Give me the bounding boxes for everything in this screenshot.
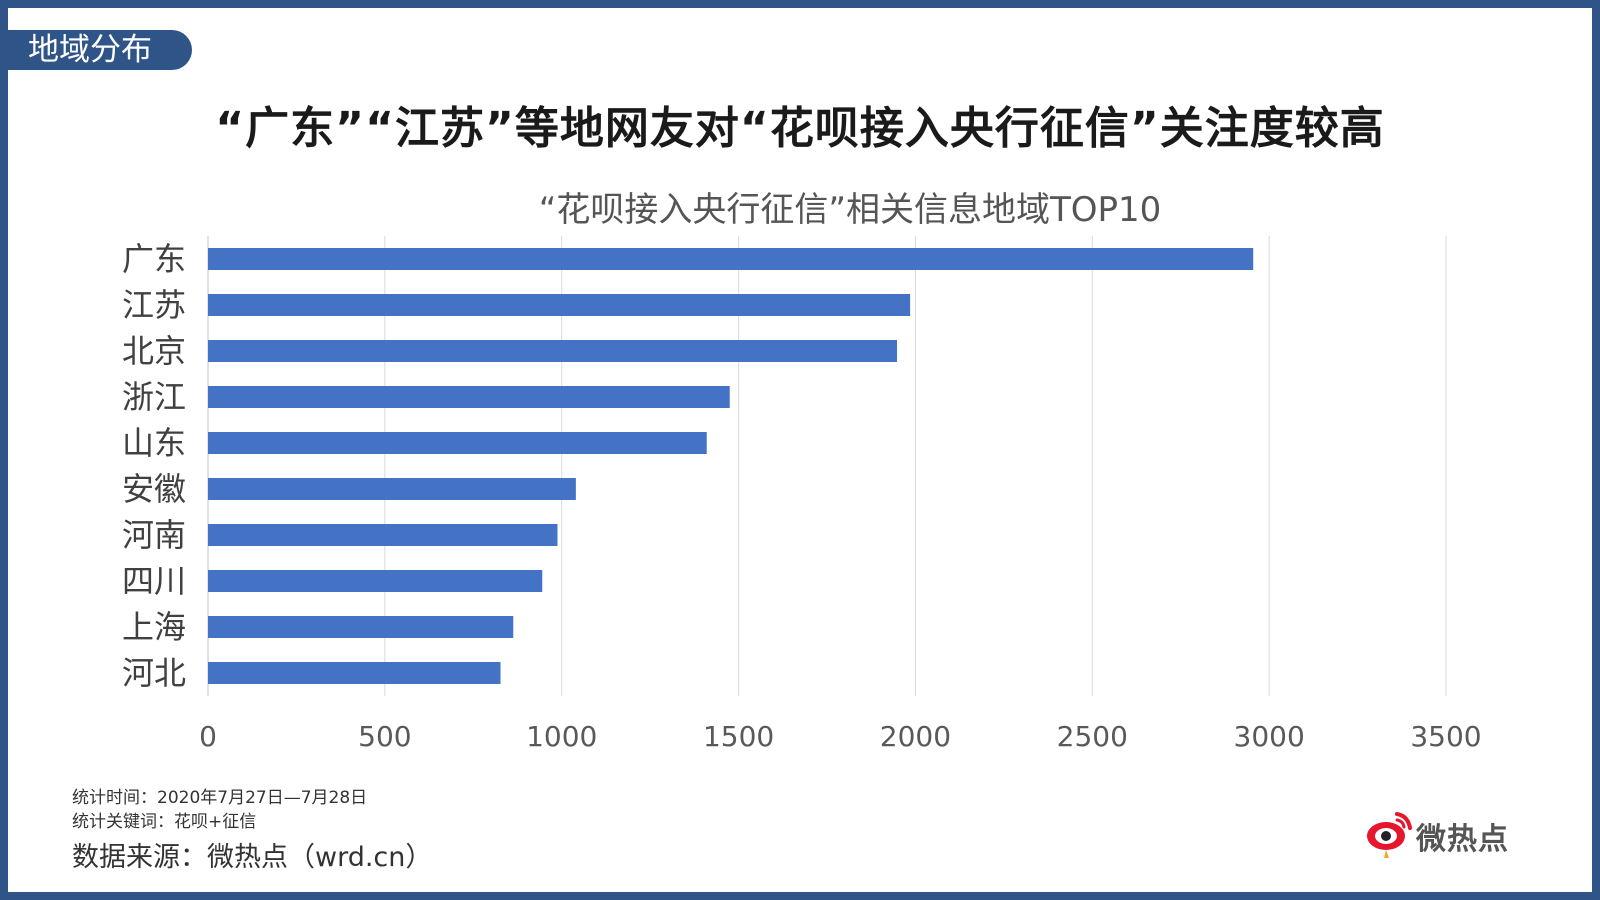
x-tick-label: 500 xyxy=(358,720,411,753)
weirediandian-logo: 微热点 xyxy=(1364,808,1524,860)
bar xyxy=(208,662,501,684)
footer: 统计时间：2020年7月27日—7月28日 统计关键词：花呗+征信 数据来源：微… xyxy=(72,786,432,878)
category-label: 山东 xyxy=(122,424,186,462)
x-tick-label: 1500 xyxy=(703,720,774,753)
bar xyxy=(208,616,514,638)
category-label: 北京 xyxy=(122,332,186,370)
x-tick-label: 0 xyxy=(199,720,217,753)
category-label: 上海 xyxy=(122,608,186,646)
category-label: 浙江 xyxy=(122,378,186,416)
bar xyxy=(208,478,576,500)
category-label: 河北 xyxy=(122,654,186,692)
section-tag: 地域分布 xyxy=(8,30,192,70)
bar-chart: “花呗接入央行征信”相关信息地域TOP10 广东江苏北京浙江山东安徽河南四川上海… xyxy=(122,190,1482,753)
bar xyxy=(208,524,558,546)
bar xyxy=(208,432,707,454)
bars xyxy=(208,248,1254,684)
bar xyxy=(208,570,543,592)
stat-time: 统计时间：2020年7月27日—7月28日 xyxy=(72,788,368,808)
bar xyxy=(208,386,730,408)
bar xyxy=(208,248,1254,270)
page: 地域分布 “广东”“江苏”等地网友对“花呗接入央行征信”关注度较高 “花呗接入央… xyxy=(8,8,1592,892)
x-axis-ticks: 0 500 1000 1500 2000 2500 3000 3500 xyxy=(199,720,1482,753)
data-source: 数据来源：微热点（wrd.cn） xyxy=(72,842,433,873)
headline: “广东”“江苏”等地网友对“花呗接入央行征信”关注度较高 xyxy=(215,103,1385,154)
category-label: 安徽 xyxy=(122,470,186,508)
x-tick-label: 3500 xyxy=(1410,720,1481,753)
category-label: 江苏 xyxy=(122,286,186,324)
stat-keywords: 统计关键词：花呗+征信 xyxy=(72,812,257,832)
x-tick-label: 2500 xyxy=(1057,720,1128,753)
logo-text: 微热点 xyxy=(1416,822,1509,857)
x-tick-label: 2000 xyxy=(880,720,951,753)
x-tick-label: 1000 xyxy=(526,720,597,753)
weibo-eye-logo-icon xyxy=(1367,812,1412,858)
category-label: 四川 xyxy=(122,562,186,600)
chart-title: “花呗接入央行征信”相关信息地域TOP10 xyxy=(539,190,1162,230)
category-label: 广东 xyxy=(122,240,186,278)
bar xyxy=(208,294,911,316)
bar xyxy=(208,340,898,362)
category-label: 河南 xyxy=(122,516,186,554)
x-tick-label: 3000 xyxy=(1234,720,1305,753)
